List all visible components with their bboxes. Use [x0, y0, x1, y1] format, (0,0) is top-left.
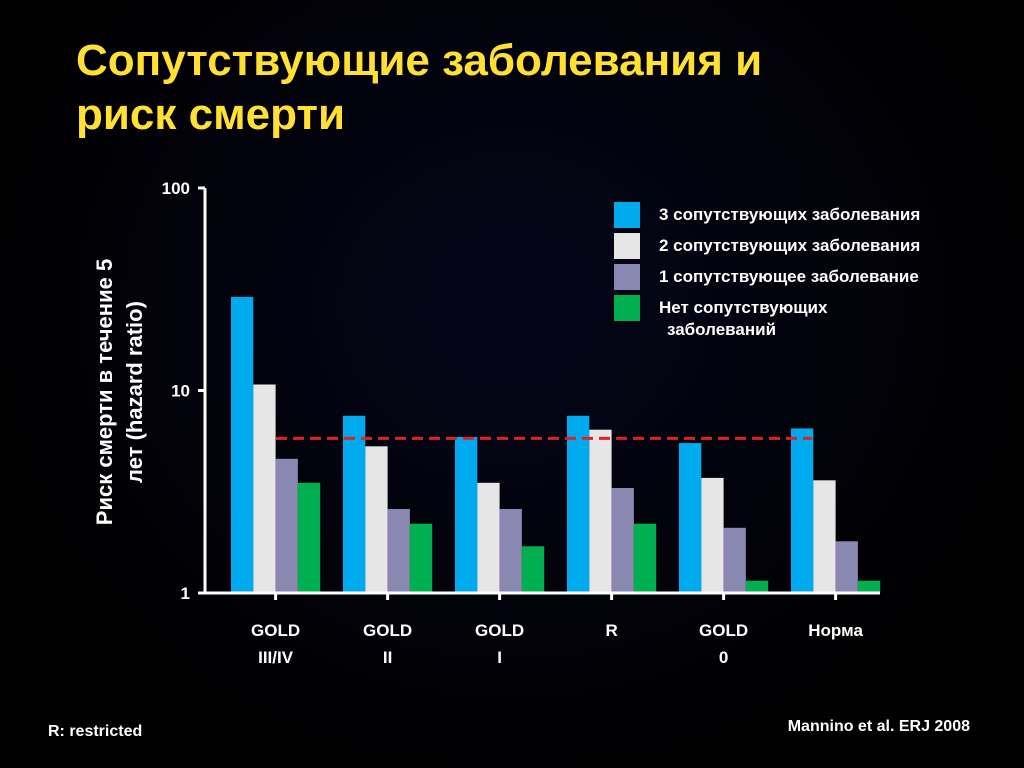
label-layer: 1 10 100 GOLD III/IV GOLD II GOLD I R GOLD 0 Норма: [162, 179, 864, 667]
bar: [813, 480, 836, 593]
bar: [633, 523, 657, 593]
legend-swatch: [614, 202, 640, 228]
bar: [253, 384, 276, 593]
bar: [857, 580, 881, 593]
x-category-label: GOLD: [699, 621, 748, 640]
axis-layer: [198, 186, 880, 600]
legend-swatch: [614, 264, 640, 290]
bar: [231, 296, 254, 593]
bar: [679, 443, 702, 593]
legend-label: Нет сопутствующих заболеваний: [659, 297, 827, 341]
x-category-label: I: [497, 648, 502, 667]
footnote-restricted: R: restricted: [48, 723, 143, 740]
legend-label-text: 2 сопутствующих заболевания: [659, 236, 921, 255]
y-tick-label: 10: [171, 382, 190, 401]
legend-label-text: 3 сопутствующих заболевания: [659, 205, 921, 224]
bar: [723, 527, 746, 593]
bar: [387, 509, 410, 593]
bar: [791, 428, 814, 593]
bar: [455, 436, 478, 593]
y-tick-label: 1: [181, 584, 190, 603]
legend-swatch: [614, 295, 640, 321]
legend-label-text: Нет сопутствующих: [659, 298, 828, 317]
bar: [499, 509, 522, 593]
footnote-citation: Mannino et al. ERJ 2008: [787, 718, 970, 735]
y-axis-label: Риск смерти в течение 5 лет (hazard rati…: [90, 192, 150, 592]
x-category-label: GOLD: [251, 621, 300, 640]
bar: [701, 477, 724, 593]
x-category-label: III/IV: [258, 648, 294, 667]
legend-swatch: [614, 233, 640, 259]
bar: [365, 446, 388, 593]
legend-label: 1 сопутствующее заболевание: [659, 266, 919, 288]
bar: [745, 580, 769, 593]
y-tick-label: 100: [162, 179, 190, 198]
legend-label-text: 1 сопутствующее заболевание: [659, 267, 919, 286]
x-category-label: 0: [719, 648, 728, 667]
bar: [611, 488, 634, 593]
legend-item-3-comorbidities: 3 сопутствующих заболевания: [614, 202, 1014, 233]
legend-label: 2 сопутствующих заболевания: [659, 235, 920, 257]
bar: [835, 541, 858, 593]
title-line-1: Сопутствующие заболевания и: [76, 36, 763, 85]
x-category-label: Норма: [808, 621, 863, 640]
legend-item-1-comorbidity: 1 сопутствующее заболевание: [614, 264, 1014, 295]
x-category-label: II: [383, 648, 392, 667]
slide-title: Сопутствующие заболевания и риск смерти: [76, 34, 956, 142]
legend-item-2-comorbidities: 2 сопутствующих заболевания: [614, 233, 1014, 264]
y-axis-label-line-2: лет (hazard ratio): [122, 301, 147, 483]
x-category-label: R: [605, 621, 617, 640]
bar: [343, 415, 366, 593]
bar: [477, 482, 500, 593]
x-category-label: GOLD: [363, 621, 412, 640]
legend-label-text-line-2: заболеваний: [667, 320, 777, 339]
bar: [521, 546, 545, 593]
title-line-2: риск смерти: [76, 90, 346, 139]
bar: [589, 429, 612, 593]
bar: [297, 482, 321, 593]
bar: [409, 523, 433, 593]
legend-label: 3 сопутствующих заболевания: [659, 204, 920, 226]
bar: [275, 458, 298, 593]
chart-legend: 3 сопутствующих заболевания 2 сопутствую…: [614, 202, 1014, 339]
x-category-label: GOLD: [475, 621, 524, 640]
bars-layer: [231, 296, 881, 593]
y-axis-label-line-1: Риск смерти в течение 5: [92, 258, 117, 526]
bar: [567, 415, 590, 593]
legend-item-no-comorbidities: Нет сопутствующих заболеваний: [614, 295, 1014, 339]
